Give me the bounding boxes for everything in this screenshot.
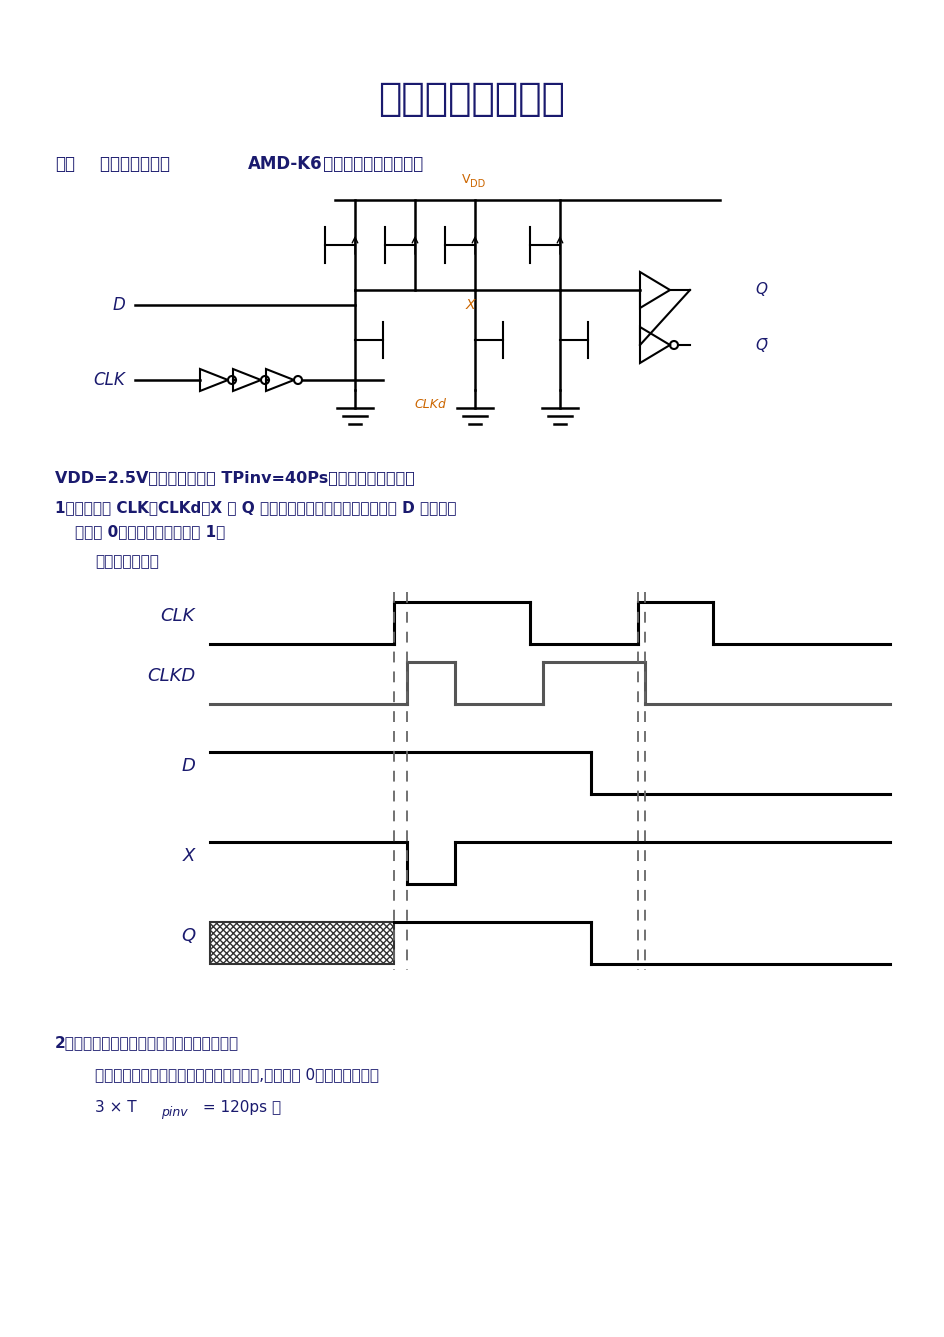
Text: Q: Q bbox=[754, 282, 767, 298]
Text: pinv: pinv bbox=[160, 1106, 188, 1119]
Text: CLKD: CLKD bbox=[146, 667, 194, 685]
Text: X: X bbox=[182, 848, 194, 865]
Text: 答：波形如下：: 答：波形如下： bbox=[95, 554, 159, 570]
Text: CLKd: CLKd bbox=[413, 398, 446, 410]
Text: Q: Q bbox=[180, 927, 194, 945]
Text: D: D bbox=[181, 757, 194, 775]
Text: = 120ps 。: = 120ps 。 bbox=[198, 1100, 280, 1115]
Text: CLK: CLK bbox=[160, 607, 194, 624]
Text: 期中为 0，在另一个周期中为 1。: 期中为 0，在另一个周期中为 1。 bbox=[75, 524, 225, 539]
Text: AMD-K6: AMD-K6 bbox=[247, 155, 322, 172]
Text: 实验五、时序逻辑: 实验五、时序逻辑 bbox=[379, 80, 565, 118]
Text: D: D bbox=[112, 295, 125, 314]
Text: 3 × T: 3 × T bbox=[95, 1100, 137, 1115]
Text: VDD=2.5V，反相器的延迟 TPinv=40Ps，回答下面的问题：: VDD=2.5V，反相器的延迟 TPinv=40Ps，回答下面的问题： bbox=[55, 471, 414, 485]
Text: 一、: 一、 bbox=[55, 155, 75, 172]
Text: CLK: CLK bbox=[93, 370, 125, 389]
Bar bbox=[210, 923, 394, 964]
Text: 2、考察这个寄存器的建立时间和保持时间。: 2、考察这个寄存器的建立时间和保持时间。 bbox=[55, 1035, 239, 1050]
Text: Q̄: Q̄ bbox=[754, 337, 767, 353]
Text: 处理器的脉冲寄存器。: 处理器的脉冲寄存器。 bbox=[318, 155, 423, 172]
Text: 下图是一种用于: 下图是一种用于 bbox=[100, 155, 175, 172]
Text: 1、画出节点 CLK，CLKd，X 和 Q 两个时钟周期内的波形，其中输入 D 在一个周: 1、画出节点 CLK，CLKd，X 和 Q 两个时钟周期内的波形，其中输入 D … bbox=[55, 500, 456, 515]
Text: 答：这个寄存器对数据建立时间没有要求,可以达到 0，面保持时间为: 答：这个寄存器对数据建立时间没有要求,可以达到 0，面保持时间为 bbox=[95, 1067, 379, 1082]
Text: V: V bbox=[461, 172, 469, 186]
Text: DD: DD bbox=[469, 179, 484, 189]
Text: X: X bbox=[464, 298, 474, 312]
